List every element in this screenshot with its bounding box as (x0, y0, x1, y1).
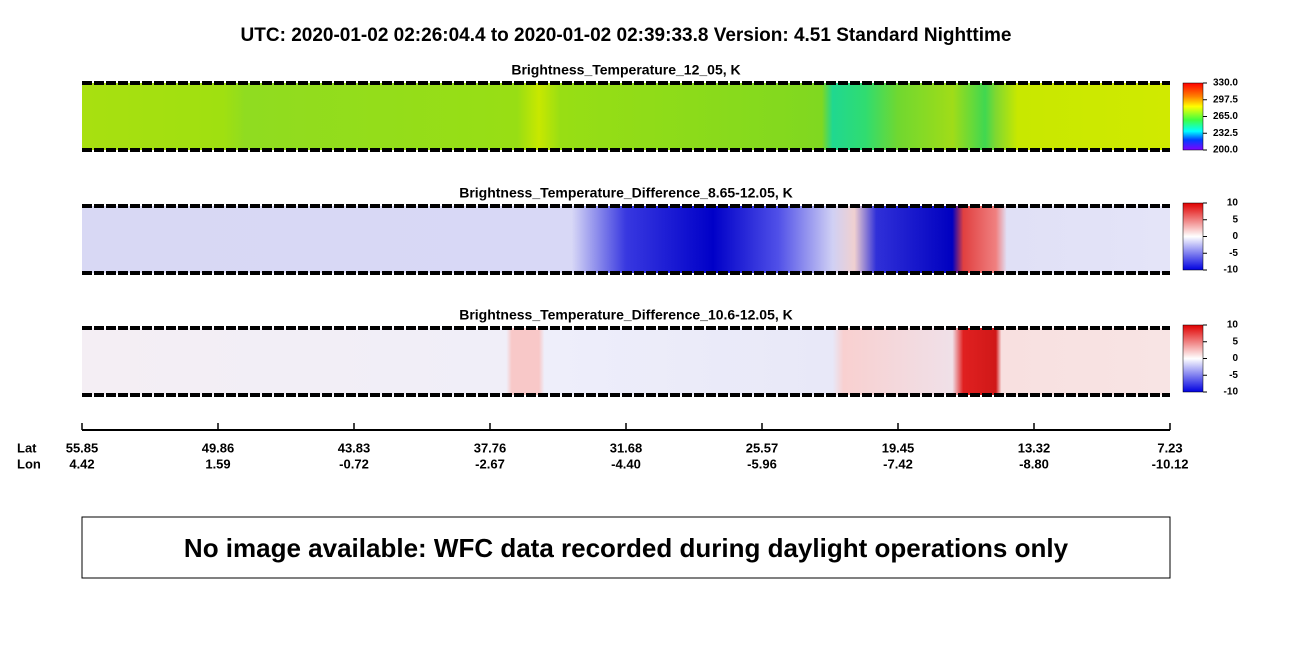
colorbar (1182, 82, 1204, 151)
lat-tick-label: 37.76 (474, 440, 507, 455)
colorbar-label: 265.0 (1213, 111, 1238, 122)
notice: No image available: WFC data recorded du… (184, 533, 1069, 563)
lat-tick-label: 55.85 (66, 440, 99, 455)
lon-tick-label: -7.42 (883, 456, 913, 471)
title: UTC: 2020-01-02 02:26:04.4 to 2020-01-02… (241, 25, 1012, 46)
colorbar-label: -10 (1224, 387, 1239, 398)
colorbar-label: 0 (1232, 353, 1238, 364)
colorbar-label: -10 (1224, 265, 1239, 276)
colorbar-label: -5 (1229, 248, 1238, 259)
lat-tick-label: 31.68 (610, 440, 643, 455)
lon-tick-label: -8.80 (1019, 456, 1049, 471)
colorbar-label: 10 (1227, 198, 1239, 209)
colorbar (1182, 202, 1204, 271)
colorbar-label: 232.5 (1213, 128, 1238, 139)
colorbar-label: 0 (1232, 231, 1238, 242)
lon-tick-label: -0.72 (339, 456, 369, 471)
notice-box (81, 516, 1171, 579)
colorbar-label: 5 (1232, 214, 1238, 225)
colorbar-label: 5 (1232, 336, 1238, 347)
colorbar-label: -5 (1229, 370, 1238, 381)
colorbar-label: 10 (1227, 320, 1239, 331)
lat-tick-label: 49.86 (202, 440, 235, 455)
lat-tick-label: 43.83 (338, 440, 371, 455)
image-strip (82, 83, 1170, 150)
lat-tick-label: 19.45 (882, 440, 915, 455)
lon-tick-label: -10.12 (1152, 456, 1189, 471)
lon-label: Lon (17, 456, 41, 471)
lon-tick-label: 4.42 (69, 456, 94, 471)
lat-tick-label: 7.23 (1157, 440, 1182, 455)
lon-tick-label: -2.67 (475, 456, 505, 471)
lon-tick-label: -4.40 (611, 456, 641, 471)
lon-tick-label: -5.96 (747, 456, 777, 471)
panel-title: Brightness_Temperature_Difference_10.6-1… (459, 307, 793, 323)
colorbar-label: 297.5 (1213, 94, 1238, 105)
lon-tick-label: 1.59 (205, 456, 230, 471)
colorbar-label: 330.0 (1213, 78, 1238, 89)
lat-tick-label: 25.57 (746, 440, 779, 455)
colorbar (1182, 324, 1204, 393)
image-strip (82, 206, 1170, 273)
image-strip (82, 328, 1170, 395)
colorbar-label: 200.0 (1213, 145, 1238, 156)
panel-title: Brightness_Temperature_Difference_8.65-1… (459, 185, 793, 201)
lat-tick-label: 13.32 (1018, 440, 1051, 455)
lat-label: Lat (17, 440, 37, 455)
panel-title: Brightness_Temperature_12_05, K (511, 62, 740, 78)
